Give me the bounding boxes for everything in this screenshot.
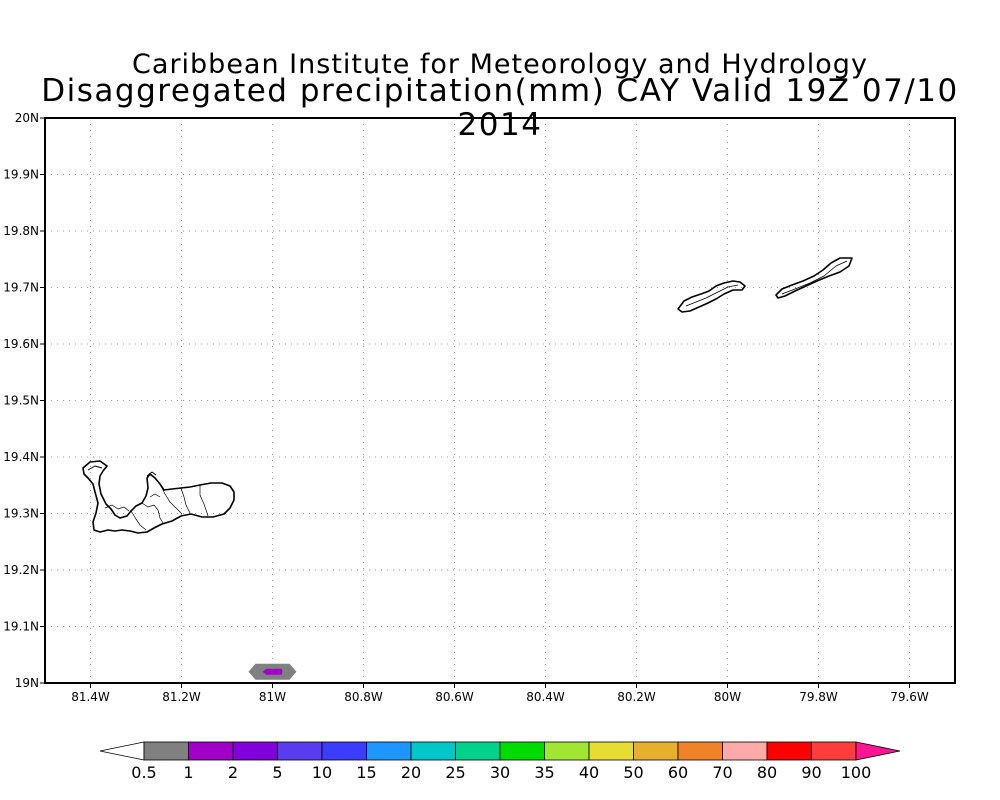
x-tick-label: 79.8W — [799, 690, 838, 704]
colorbar-swatch — [722, 741, 768, 761]
colorbar-swatch — [321, 741, 367, 761]
colorbar-swatch — [455, 741, 501, 761]
x-tick-label: 81.2W — [162, 690, 201, 704]
title-line-1: Caribbean Institute for Meteorology and … — [132, 49, 868, 80]
precipitation-field — [248, 663, 297, 680]
y-tick-label: 20N — [15, 111, 39, 125]
colorbar-label: 35 — [534, 763, 554, 782]
colorbar-label: 90 — [801, 763, 821, 782]
grid-lines — [45, 118, 955, 683]
colorbar-swatch — [143, 741, 189, 761]
colorbar-left-arrow — [99, 741, 145, 761]
colorbar-label: 5 — [272, 763, 282, 782]
colorbar-label: 15 — [356, 763, 376, 782]
colorbar-swatch — [633, 741, 679, 761]
x-tick-label: 80.8W — [344, 690, 383, 704]
y-tick-label: 19.1N — [3, 620, 39, 634]
y-tick-label: 19.5N — [3, 394, 39, 408]
y-tick-label: 19N — [15, 676, 39, 690]
y-tick-label: 19.2N — [3, 563, 39, 577]
colorbar-swatch — [588, 741, 634, 761]
colorbar-swatch — [811, 741, 857, 761]
colorbar-swatch — [499, 741, 545, 761]
colorbar-swatch — [277, 741, 323, 761]
latitude-axis: 19N 19.1N 19.2N 19.3N 19.4N 19.5N 19.6N 19.7N 19… — [3, 111, 45, 690]
grand-cayman-districts — [104, 483, 209, 531]
x-tick-label: 81W — [259, 690, 286, 704]
colorbar-label: 50 — [623, 763, 643, 782]
x-tick-label: 80.2W — [617, 690, 656, 704]
title-line-2: Disaggregated precipitation(mm) CAY Vali… — [41, 73, 959, 143]
colorbar-label: 0.5 — [131, 763, 156, 782]
little-cayman-island — [677, 280, 746, 313]
x-tick-label: 80W — [714, 690, 741, 704]
colorbar-label: 100 — [841, 763, 872, 782]
y-tick-label: 19.6N — [3, 337, 39, 351]
colorbar-label: 80 — [757, 763, 777, 782]
longitude-axis: 81.4W 81.2W 81W 80.8W 80.6W 80.4W 80.2W 80W 79.8… — [71, 683, 929, 704]
colorbar-swatch — [766, 741, 812, 761]
x-tick-label: 79.6W — [890, 690, 929, 704]
y-tick-label: 19.8N — [3, 224, 39, 238]
colorbar-swatch — [232, 741, 278, 761]
y-tick-label: 19.9N — [3, 168, 39, 182]
colorbar-swatch — [410, 741, 456, 761]
colorbar-label: 60 — [668, 763, 688, 782]
y-tick-label: 19.7N — [3, 281, 39, 295]
grand-cayman-island — [82, 460, 235, 534]
cayman-brac-island — [775, 257, 853, 299]
colorbar-swatch — [544, 741, 590, 761]
colorbar-label: 20 — [401, 763, 421, 782]
y-tick-label: 19.3N — [3, 507, 39, 521]
colorbar-label: 40 — [579, 763, 599, 782]
colorbar-label: 1 — [183, 763, 193, 782]
colorbar-label: 25 — [445, 763, 465, 782]
colorbar-label: 70 — [712, 763, 732, 782]
x-tick-label: 80.4W — [526, 690, 565, 704]
colorbar-label: 2 — [228, 763, 238, 782]
colorbar-swatch — [677, 741, 723, 761]
y-tick-label: 19.4N — [3, 450, 39, 464]
colorbar-right-arrow — [855, 741, 901, 761]
colorbar-swatch — [366, 741, 412, 761]
x-tick-label: 80.6W — [435, 690, 474, 704]
colorbar-label: 30 — [490, 763, 510, 782]
x-tick-label: 81.4W — [71, 690, 110, 704]
colorbar-label: 10 — [312, 763, 332, 782]
colorbar-swatch — [188, 741, 234, 761]
precip-cell-purple — [262, 668, 283, 675]
colorbar-legend: 0.5 1 2 5 10 15 20 25 30 35 40 50 60 70 80 90 100 — [99, 741, 901, 782]
